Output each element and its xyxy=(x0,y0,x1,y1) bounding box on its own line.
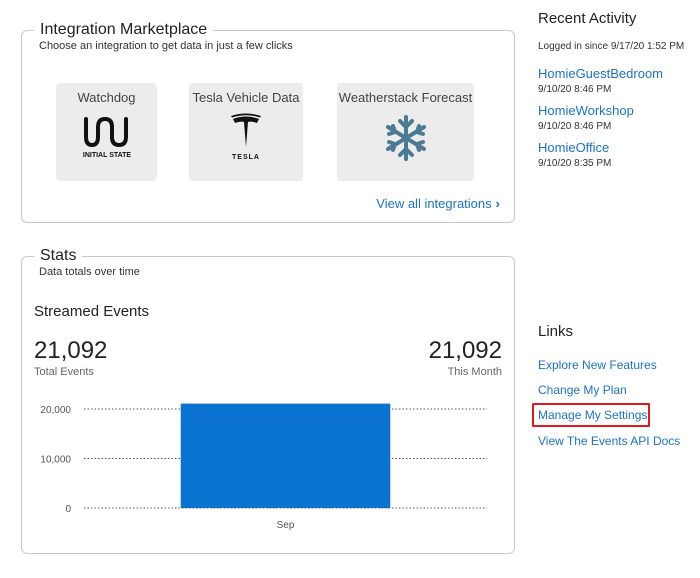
logged-in-since: Logged in since 9/17/20 1:52 PM xyxy=(538,41,685,52)
initial-state-logo-text: INITIAL STATE xyxy=(82,152,131,159)
activity-timestamp: 9/10/20 8:35 PM xyxy=(538,158,612,169)
integration-card-tesla[interactable]: Tesla Vehicle Data TESLA xyxy=(189,83,303,181)
card-label: Tesla Vehicle Data xyxy=(192,90,300,105)
total-events-value: 21,092 xyxy=(34,337,108,364)
streamed-events-heading: Streamed Events xyxy=(34,303,150,320)
integration-card-watchdog[interactable]: Watchdog INITIAL STATE xyxy=(56,83,157,181)
snowflake-icon xyxy=(337,113,474,163)
bar-sep[interactable] xyxy=(180,403,391,508)
chevron-right-icon: › xyxy=(495,196,500,211)
y-tick-label: 20,000 xyxy=(40,405,71,416)
tesla-logo-text: TESLA xyxy=(232,154,260,161)
links-heading: Links xyxy=(538,323,574,340)
total-events-label: Total Events xyxy=(34,366,94,378)
tesla-logo-icon: TESLA xyxy=(189,113,303,163)
this-month-value: 21,092 xyxy=(428,337,502,364)
stats-subtitle: Data totals over time xyxy=(39,266,140,278)
initial-state-logo-icon: INITIAL STATE xyxy=(56,113,157,163)
y-tick-label: 0 xyxy=(65,504,71,515)
integration-card-weatherstack[interactable]: Weatherstack Forecast xyxy=(337,83,474,181)
stats-panel: Stats Data totals over time Streamed Eve… xyxy=(21,246,515,554)
activity-device-homieoffice[interactable]: HomieOffice xyxy=(538,140,610,155)
view-all-label: View all integrations xyxy=(376,196,492,211)
activity-device-homieworkshop[interactable]: HomieWorkshop xyxy=(538,103,634,118)
activity-timestamp: 9/10/20 8:46 PM xyxy=(538,84,612,95)
card-label: Watchdog xyxy=(77,90,136,105)
marketplace-subtitle: Choose an integration to get data in jus… xyxy=(39,40,293,52)
view-events-api-docs-link[interactable]: View The Events API Docs xyxy=(538,434,681,448)
recent-activity-heading: Recent Activity xyxy=(538,10,637,27)
manage-my-settings-link[interactable]: Manage My Settings xyxy=(538,408,648,422)
marketplace-title: Integration Marketplace xyxy=(34,20,214,40)
y-tick-label: 10,000 xyxy=(40,455,71,466)
streamed-events-chart: 0 10,000 20,000 Sep xyxy=(40,403,487,531)
integration-marketplace-panel: Integration Marketplace Choose an integr… xyxy=(21,20,515,223)
highlight-box xyxy=(532,403,650,427)
stats-title: Stats xyxy=(34,246,83,266)
change-my-plan-link[interactable]: Change My Plan xyxy=(538,383,627,397)
view-all-integrations-link[interactable]: View all integrations › xyxy=(376,196,500,211)
x-tick-label: Sep xyxy=(277,520,295,531)
this-month-label: This Month xyxy=(447,366,502,378)
activity-timestamp: 9/10/20 8:46 PM xyxy=(538,121,612,132)
card-label: Weatherstack Forecast xyxy=(338,90,473,105)
explore-new-features-link[interactable]: Explore New Features xyxy=(538,358,657,372)
activity-device-homieguestbedroom[interactable]: HomieGuestBedroom xyxy=(538,66,663,81)
